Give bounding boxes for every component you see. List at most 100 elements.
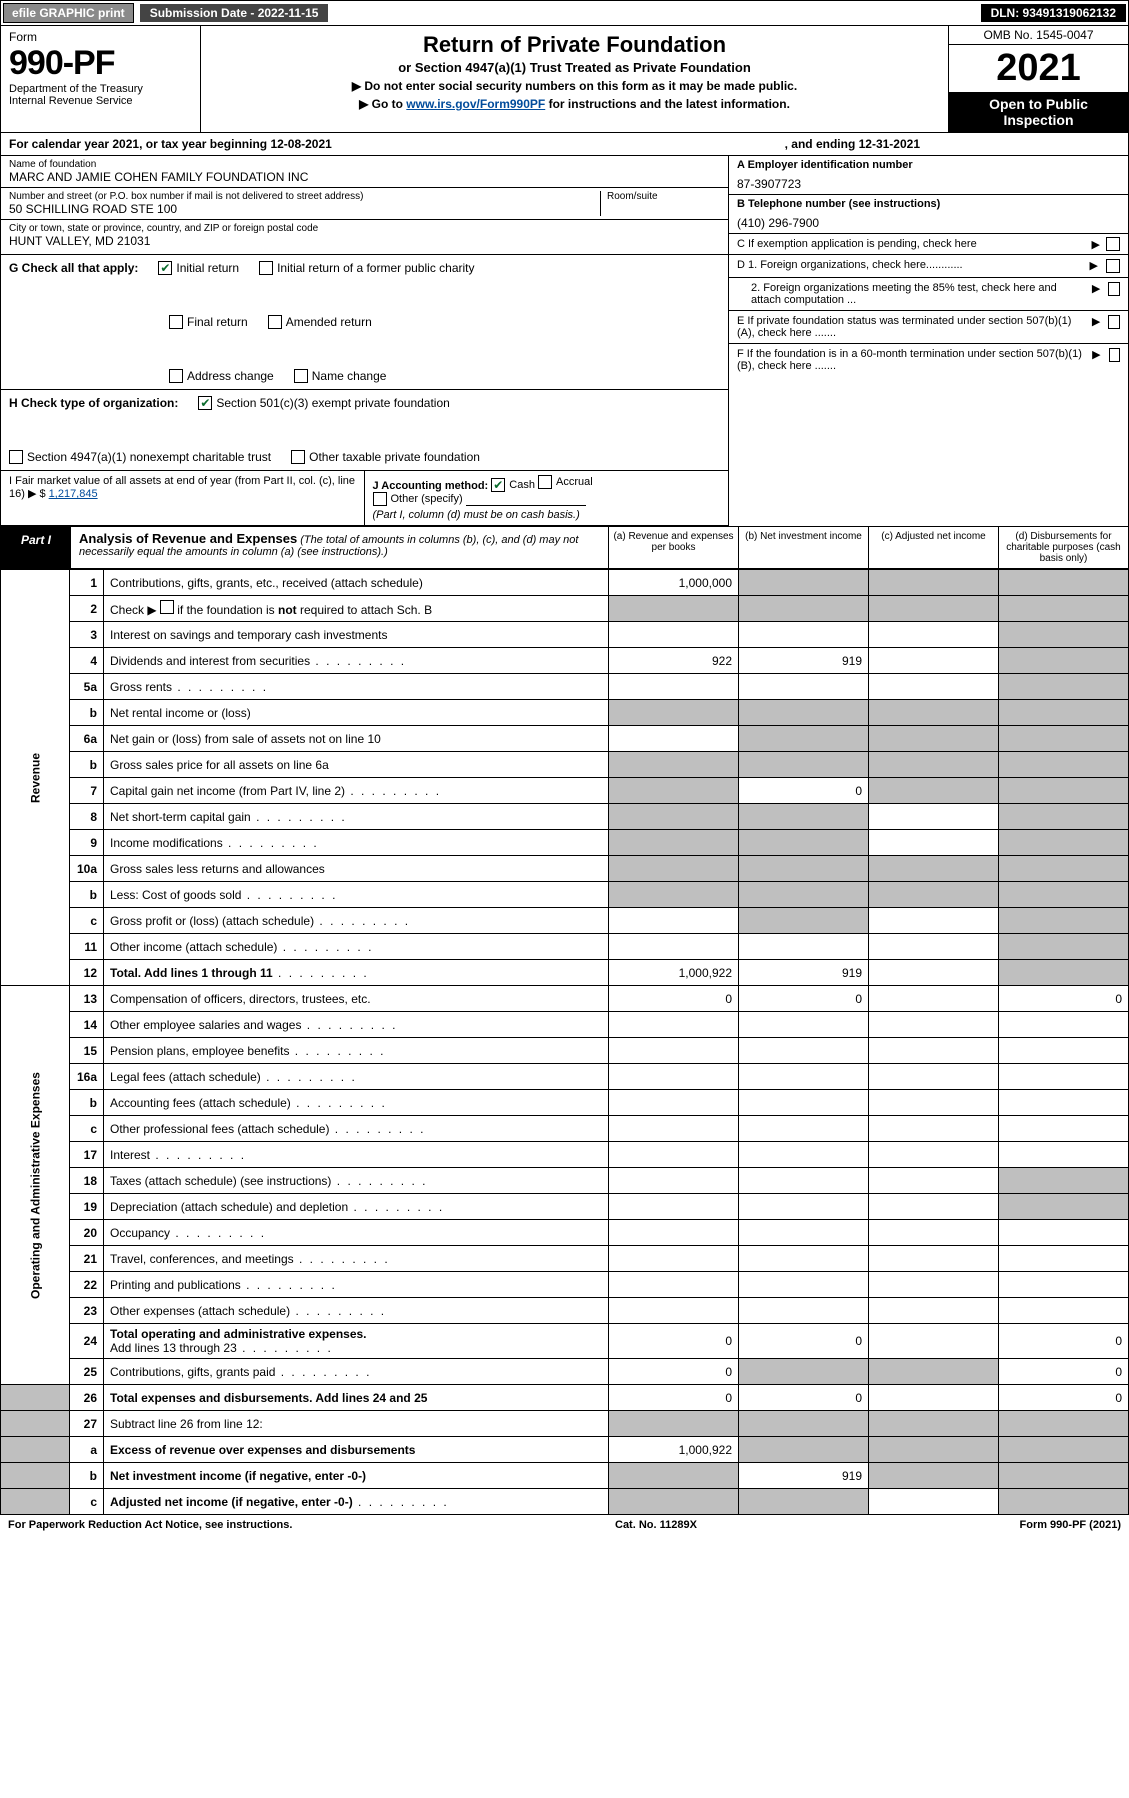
form-word: Form [9,30,192,44]
h-row: H Check type of organization: ✔Section 5… [1,390,728,471]
row15-desc: Pension plans, employee benefits [104,1038,609,1064]
schb-check[interactable] [160,600,174,614]
r12-b: 919 [739,960,869,986]
r24-a: 0 [609,1324,739,1359]
row23-desc: Other expenses (attach schedule) [104,1298,609,1324]
row10b-desc: Less: Cost of goods sold [104,882,609,908]
table-row: 26Total expenses and disbursements. Add … [1,1385,1129,1411]
initial-return-label: Initial return [176,261,239,275]
f-row: F If the foundation is in a 60-month ter… [729,344,1128,376]
row16c-desc: Other professional fees (attach schedule… [104,1116,609,1142]
initial-return-check[interactable]: ✔ [158,261,172,275]
footer-left: For Paperwork Reduction Act Notice, see … [8,1519,292,1531]
ln-1: 1 [70,570,104,596]
row17-desc: Interest [104,1142,609,1168]
table-row: 17Interest [1,1142,1129,1168]
table-row: 19Depreciation (attach schedule) and dep… [1,1194,1129,1220]
f-check[interactable] [1109,348,1120,362]
amended-check[interactable] [268,315,282,329]
d2-check[interactable] [1108,282,1120,296]
table-row: bNet rental income or (loss) [1,700,1129,726]
ij-row: I Fair market value of all assets at end… [1,471,728,526]
row26-desc: Total expenses and disbursements. Add li… [104,1385,609,1411]
g-row: G Check all that apply: ✔Initial return … [1,255,728,390]
table-row: Operating and Administrative Expenses 13… [1,986,1129,1012]
h-501c3-check[interactable]: ✔ [198,396,212,410]
city-value: HUNT VALLEY, MD 21031 [9,234,720,248]
j-accrual-label: Accrual [556,476,593,488]
r26-a: 0 [609,1385,739,1411]
table-row: 23Other expenses (attach schedule) [1,1298,1129,1324]
table-row: bGross sales price for all assets on lin… [1,752,1129,778]
table-row: 15Pension plans, employee benefits [1,1038,1129,1064]
h-4947-check[interactable] [9,450,23,464]
top-bar: efile GRAPHIC print Submission Date - 20… [0,0,1129,26]
j-cash-check[interactable]: ✔ [491,478,505,492]
opexp-sidelabel: Operating and Administrative Expenses [1,986,70,1385]
r13-b: 0 [739,986,869,1012]
row21-desc: Travel, conferences, and meetings [104,1246,609,1272]
cal-text2: , and ending 12-31-2021 [785,137,920,151]
row10a-desc: Gross sales less returns and allowances [104,856,609,882]
address-row: Number and street (or P.O. box number if… [1,188,728,220]
r25-a: 0 [609,1359,739,1385]
col-a-header: (a) Revenue and expenses per books [608,527,738,568]
table-row: 8Net short-term capital gain [1,804,1129,830]
omb-number: OMB No. 1545-0047 [949,26,1128,45]
phone-label: B Telephone number (see instructions) [737,198,1120,210]
row22-desc: Printing and publications [104,1272,609,1298]
note2-prefix: ▶ Go to [359,97,406,111]
row14-desc: Other employee salaries and wages [104,1012,609,1038]
j-label: J Accounting method: [373,480,489,492]
entity-left: Name of foundation MARC AND JAMIE COHEN … [1,156,728,254]
initial-former-check[interactable] [259,261,273,275]
check-section: G Check all that apply: ✔Initial return … [0,255,1129,526]
table-row: 27Subtract line 26 from line 12: [1,1411,1129,1437]
name-change-check[interactable] [294,369,308,383]
table-row: 5aGross rents [1,674,1129,700]
irs-link[interactable]: www.irs.gov/Form990PF [406,97,545,111]
fmv-link[interactable]: 1,217,845 [49,488,98,500]
dept-label: Department of the Treasury [9,83,192,95]
d1-label: D 1. Foreign organizations, check here..… [737,259,963,271]
form-note1: ▶ Do not enter social security numbers o… [211,79,938,93]
h-other-check[interactable] [291,450,305,464]
table-row: 20Occupancy [1,1220,1129,1246]
r26-b: 0 [739,1385,869,1411]
check-left: G Check all that apply: ✔Initial return … [1,255,728,526]
efile-print-button[interactable]: efile GRAPHIC print [3,3,134,23]
table-row: cOther professional fees (attach schedul… [1,1116,1129,1142]
city-row: City or town, state or province, country… [1,220,728,251]
addr-change-check[interactable] [169,369,183,383]
c-checkbox[interactable] [1106,237,1120,251]
row13-desc: Compensation of officers, directors, tru… [104,986,609,1012]
r4-a: 922 [609,648,739,674]
d1-check[interactable] [1106,259,1120,273]
phone-value: (410) 296-7900 [737,216,1120,230]
r24-b: 0 [739,1324,869,1359]
e-label: E If private foundation status was termi… [737,315,1084,339]
row4-desc: Dividends and interest from securities [104,648,609,674]
foundation-name: MARC AND JAMIE COHEN FAMILY FOUNDATION I… [9,170,720,184]
city-label: City or town, state or province, country… [9,223,720,234]
row5b-desc: Net rental income or (loss) [104,700,609,726]
j-other-check[interactable] [373,492,387,506]
final-return-check[interactable] [169,315,183,329]
part1-title: Analysis of Revenue and Expenses [79,531,297,546]
header-left: Form 990-PF Department of the Treasury I… [1,26,201,132]
e-check[interactable] [1108,315,1120,329]
row27b-desc: Net investment income (if negative, ente… [104,1463,609,1489]
table-row: 10aGross sales less returns and allowanc… [1,856,1129,882]
j-accrual-check[interactable] [538,475,552,489]
table-row: bLess: Cost of goods sold [1,882,1129,908]
d2-label: 2. Foreign organizations meeting the 85%… [737,282,1084,306]
check-right: D 1. Foreign organizations, check here..… [728,255,1128,526]
phone-row: B Telephone number (see instructions) (4… [729,195,1128,234]
tax-year: 2021 [949,45,1128,92]
entity-block: Name of foundation MARC AND JAMIE COHEN … [0,156,1129,255]
f-label: F If the foundation is in a 60-month ter… [737,348,1084,372]
row27-desc: Subtract line 26 from line 12: [104,1411,609,1437]
header-right: OMB No. 1545-0047 2021 Open to Public In… [948,26,1128,132]
r27b-b: 919 [739,1463,869,1489]
row27a-desc: Excess of revenue over expenses and disb… [104,1437,609,1463]
